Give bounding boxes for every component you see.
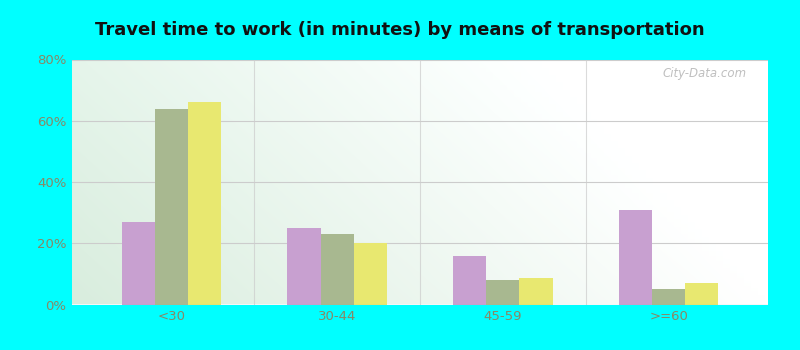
Bar (287, 228, 321, 304)
Text: Travel time to work (in minutes) by means of transportation: Travel time to work (in minutes) by mean… (95, 21, 705, 39)
Bar (519, 279, 553, 304)
Bar (652, 289, 685, 304)
Bar (619, 210, 652, 304)
Bar (155, 108, 188, 304)
Bar (122, 222, 155, 304)
Bar (188, 102, 221, 304)
Bar (321, 234, 354, 304)
Bar (453, 256, 486, 304)
Text: City-Data.com: City-Data.com (663, 67, 747, 80)
Bar (354, 243, 387, 304)
Bar (486, 280, 519, 304)
Bar (685, 283, 718, 304)
